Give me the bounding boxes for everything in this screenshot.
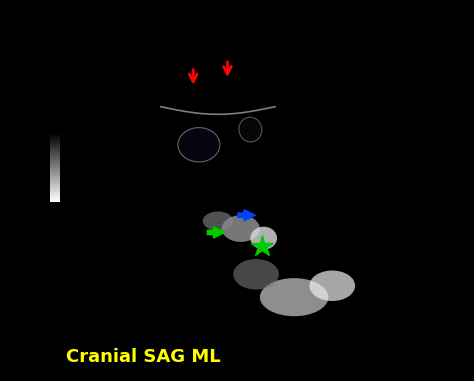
Ellipse shape (260, 278, 328, 316)
Ellipse shape (310, 271, 355, 301)
Ellipse shape (222, 215, 260, 242)
Text: Cranial SAG ML: Cranial SAG ML (65, 348, 220, 366)
Ellipse shape (178, 128, 220, 162)
Ellipse shape (203, 211, 233, 231)
Ellipse shape (239, 117, 262, 142)
Ellipse shape (233, 259, 279, 290)
Ellipse shape (250, 227, 277, 250)
